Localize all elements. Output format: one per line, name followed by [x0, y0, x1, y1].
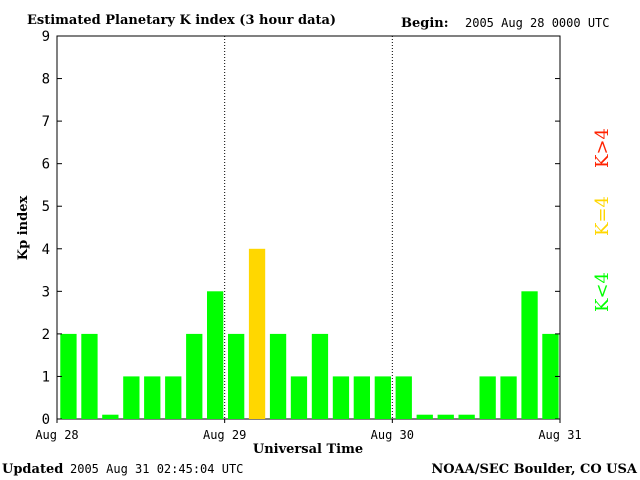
- y-tick-label: 7: [42, 114, 50, 130]
- bar-23: [521, 291, 538, 419]
- y-tick-label: 2: [42, 327, 50, 343]
- bar-18: [416, 414, 433, 419]
- updated-value: 2005 Aug 31 02:45:04 UTC: [70, 462, 243, 476]
- legend-low: K<4: [592, 272, 613, 312]
- updated-label: Updated: [2, 462, 63, 477]
- bar-20: [458, 414, 475, 419]
- bar-17: [395, 376, 412, 419]
- bar-14: [332, 376, 350, 419]
- x-tick-label: Aug 31: [538, 428, 581, 442]
- y-axis-ticks: 0 1 2 3 4 5 6 7 8 9: [42, 29, 560, 428]
- y-axis-label: Kp index: [16, 196, 31, 261]
- bar-3: [102, 414, 119, 419]
- y-tick-label: 8: [42, 72, 50, 88]
- bar-7: [186, 333, 203, 419]
- y-tick-label: 1: [42, 369, 50, 385]
- bar-11: [269, 333, 287, 419]
- y-tick-label: 6: [42, 157, 50, 173]
- bar-8: [207, 291, 224, 419]
- x-axis-ticks: Aug 28 Aug 29 Aug 30 Aug 31: [35, 419, 582, 442]
- x-tick-label: Aug 29: [203, 428, 246, 442]
- legend-high: K>4: [592, 128, 613, 168]
- y-tick-label: 0: [42, 412, 50, 428]
- y-tick-label: 3: [42, 284, 50, 300]
- bar-16: [374, 376, 391, 419]
- begin-value: 2005 Aug 28 0000 UTC: [465, 16, 610, 30]
- begin-label: Begin:: [401, 16, 449, 31]
- bar-2: [81, 333, 98, 419]
- bar-24: [542, 333, 559, 419]
- y-tick-label: 5: [42, 199, 50, 215]
- chart-title: Estimated Planetary K index (3 hour data…: [27, 13, 336, 28]
- x-tick-label: Aug 28: [35, 428, 78, 442]
- bar-series: [60, 248, 559, 419]
- legend-mid: K=4: [592, 196, 613, 236]
- bar-22: [500, 376, 517, 419]
- x-tick-label: Aug 30: [371, 428, 414, 442]
- bar-4: [123, 376, 140, 419]
- bar-6: [165, 376, 182, 419]
- bar-15: [353, 376, 370, 419]
- x-axis-label: Universal Time: [253, 442, 363, 457]
- plot-frame: [56, 35, 561, 420]
- bar-5: [144, 376, 161, 419]
- bar-21: [479, 376, 496, 419]
- bar-12: [290, 376, 308, 419]
- bar-13: [311, 333, 329, 419]
- bar-19: [437, 414, 454, 419]
- source-credit: NOAA/SEC Boulder, CO USA: [431, 462, 638, 477]
- bar-10: [248, 248, 266, 419]
- y-tick-label: 9: [42, 29, 50, 45]
- bar-1: [60, 333, 77, 419]
- y-tick-label: 4: [42, 242, 50, 258]
- bar-9: [228, 333, 245, 419]
- day-separators: [224, 36, 393, 419]
